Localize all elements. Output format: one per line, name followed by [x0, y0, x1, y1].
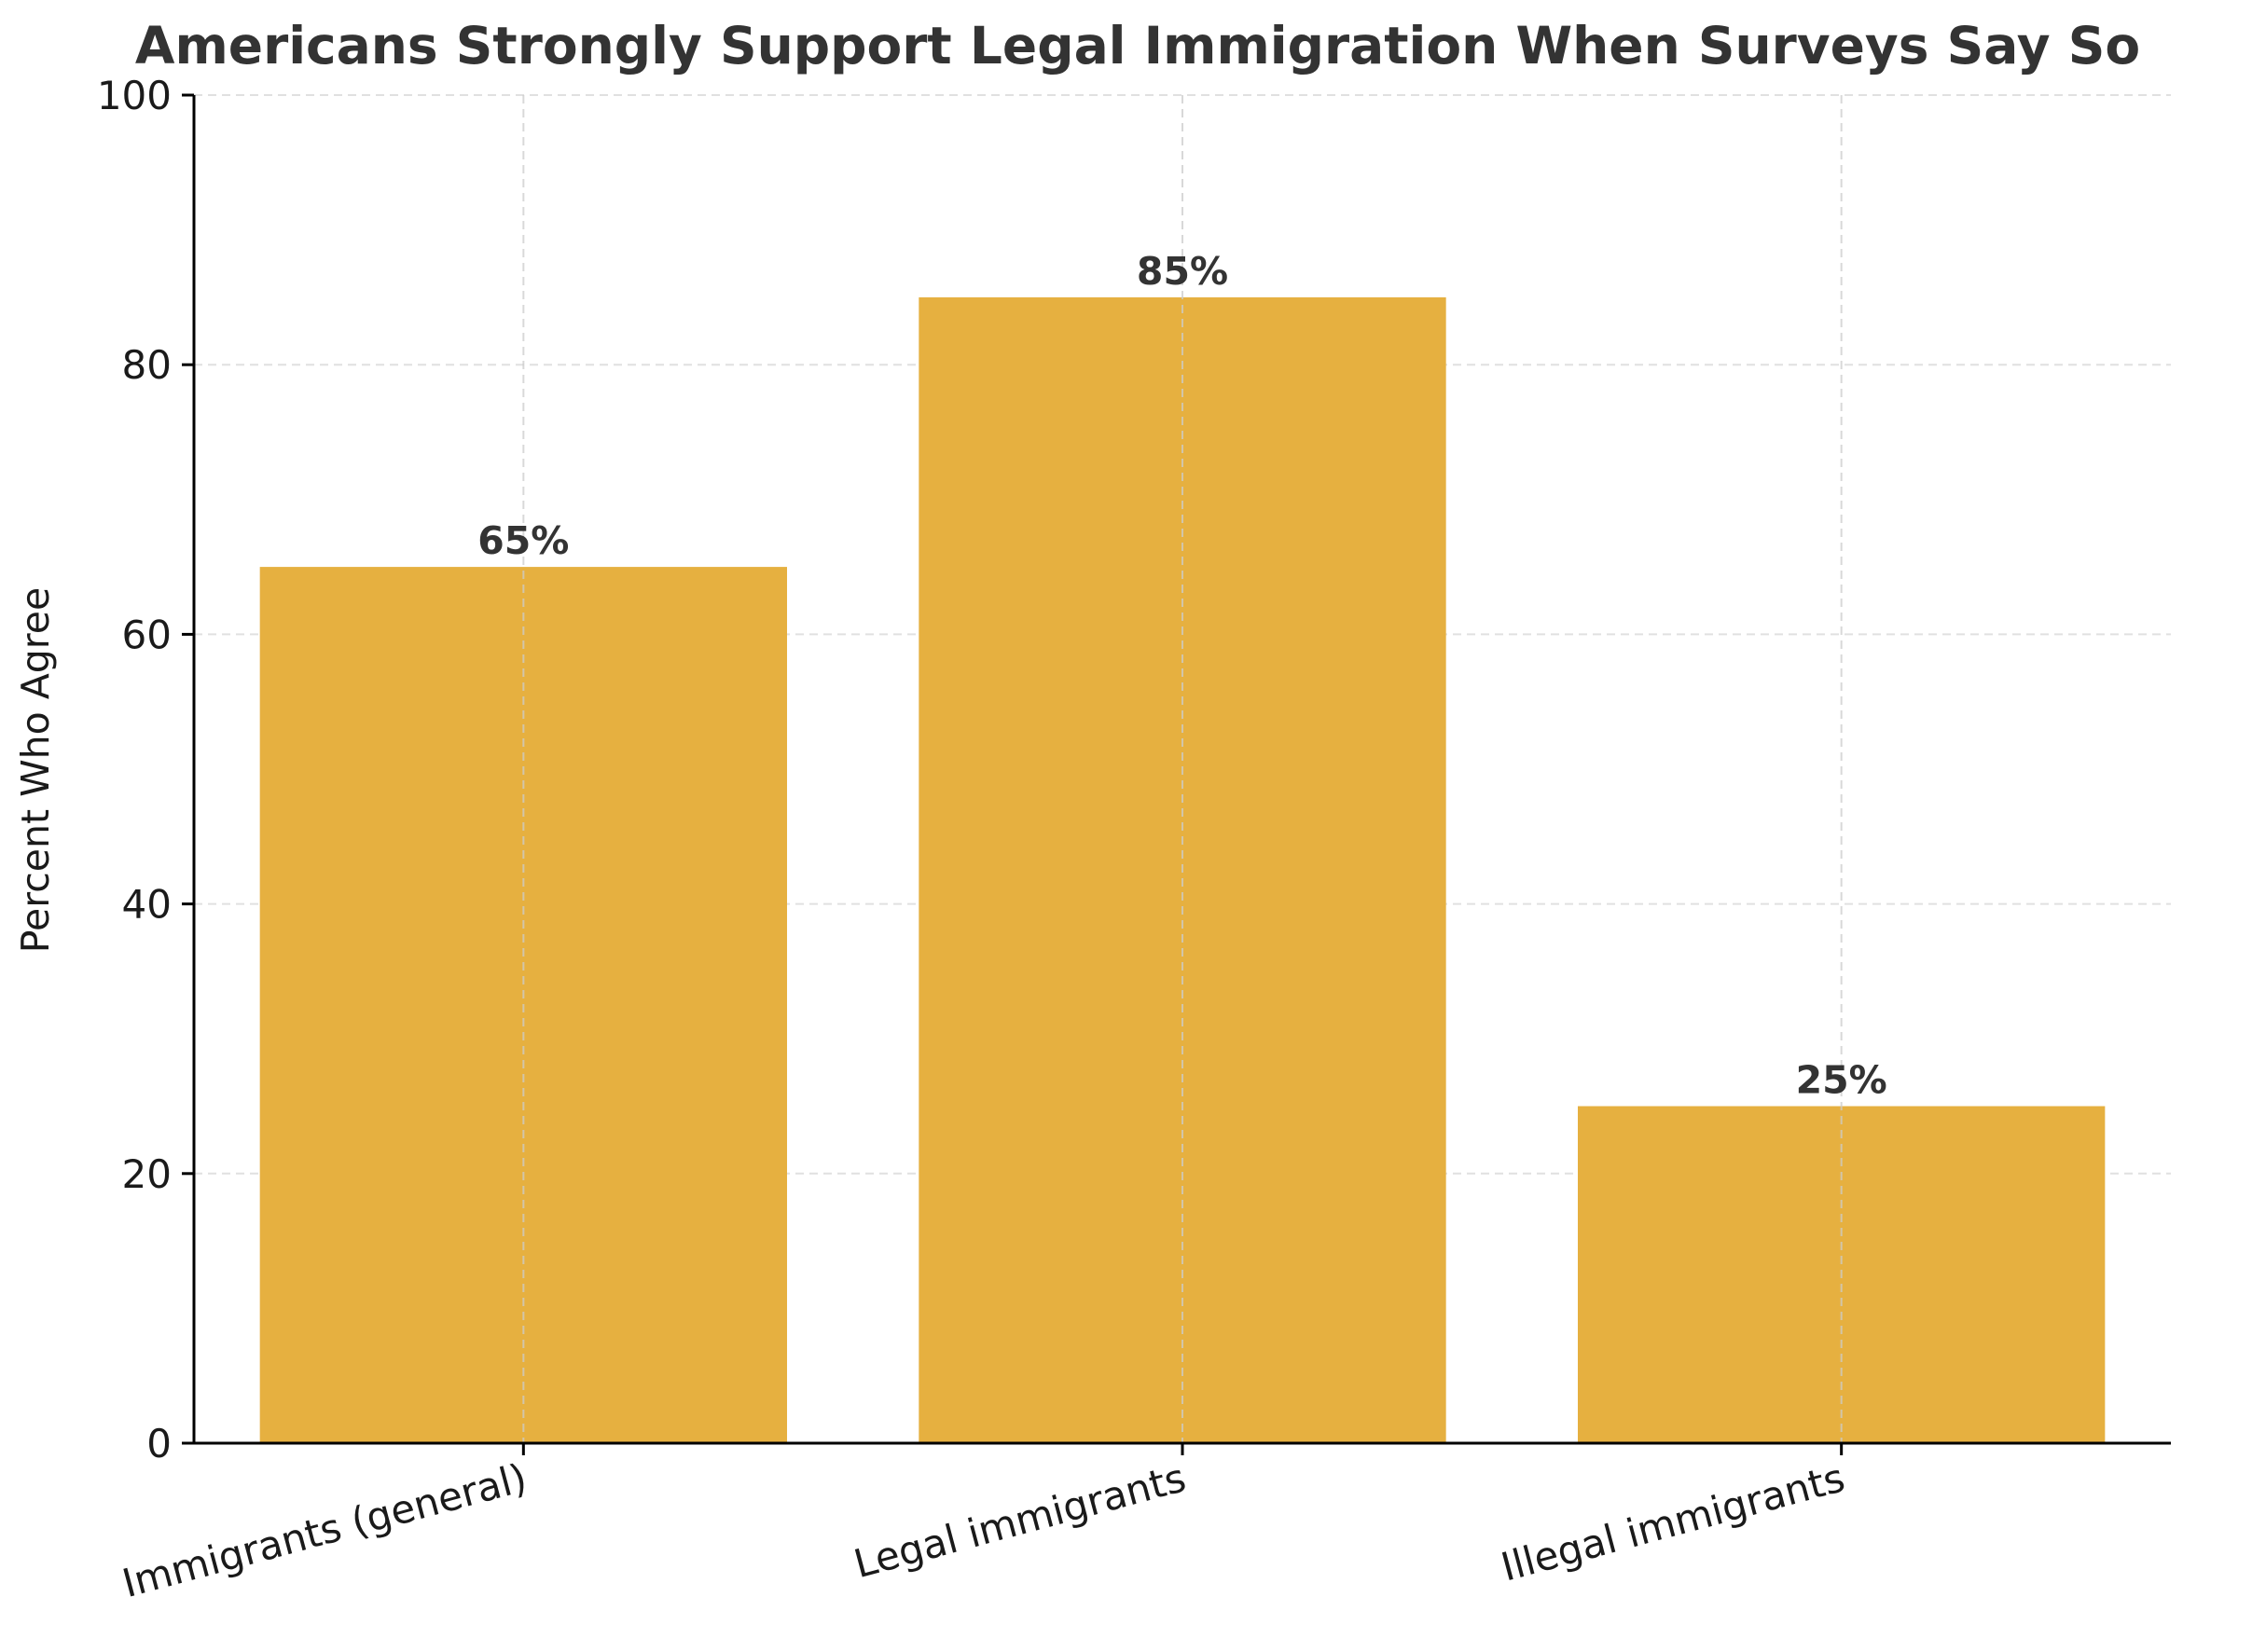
y-tick-label: 40 [122, 882, 172, 928]
y-tick-label: 80 [122, 342, 172, 388]
axes [182, 93, 2171, 1455]
chart-title: Americans Strongly Support Legal Immigra… [135, 16, 2140, 76]
y-tick-label: 20 [122, 1151, 172, 1197]
bar-value-label: 85% [1137, 249, 1228, 294]
y-tick-label: 60 [122, 612, 172, 657]
bar-value-label: 65% [477, 518, 569, 563]
y-tick-label: 0 [146, 1421, 172, 1466]
x-tick-label: Illegal immigrants [1497, 1454, 1850, 1590]
y-axis-label: Percent Who Agree [13, 587, 58, 953]
x-tick-label: Legal immigrants [850, 1454, 1191, 1587]
bar-value-label: 25% [1796, 1058, 1887, 1103]
x-tick-label: Immigrants (general) [117, 1454, 532, 1606]
y-tick-label: 100 [97, 73, 172, 118]
